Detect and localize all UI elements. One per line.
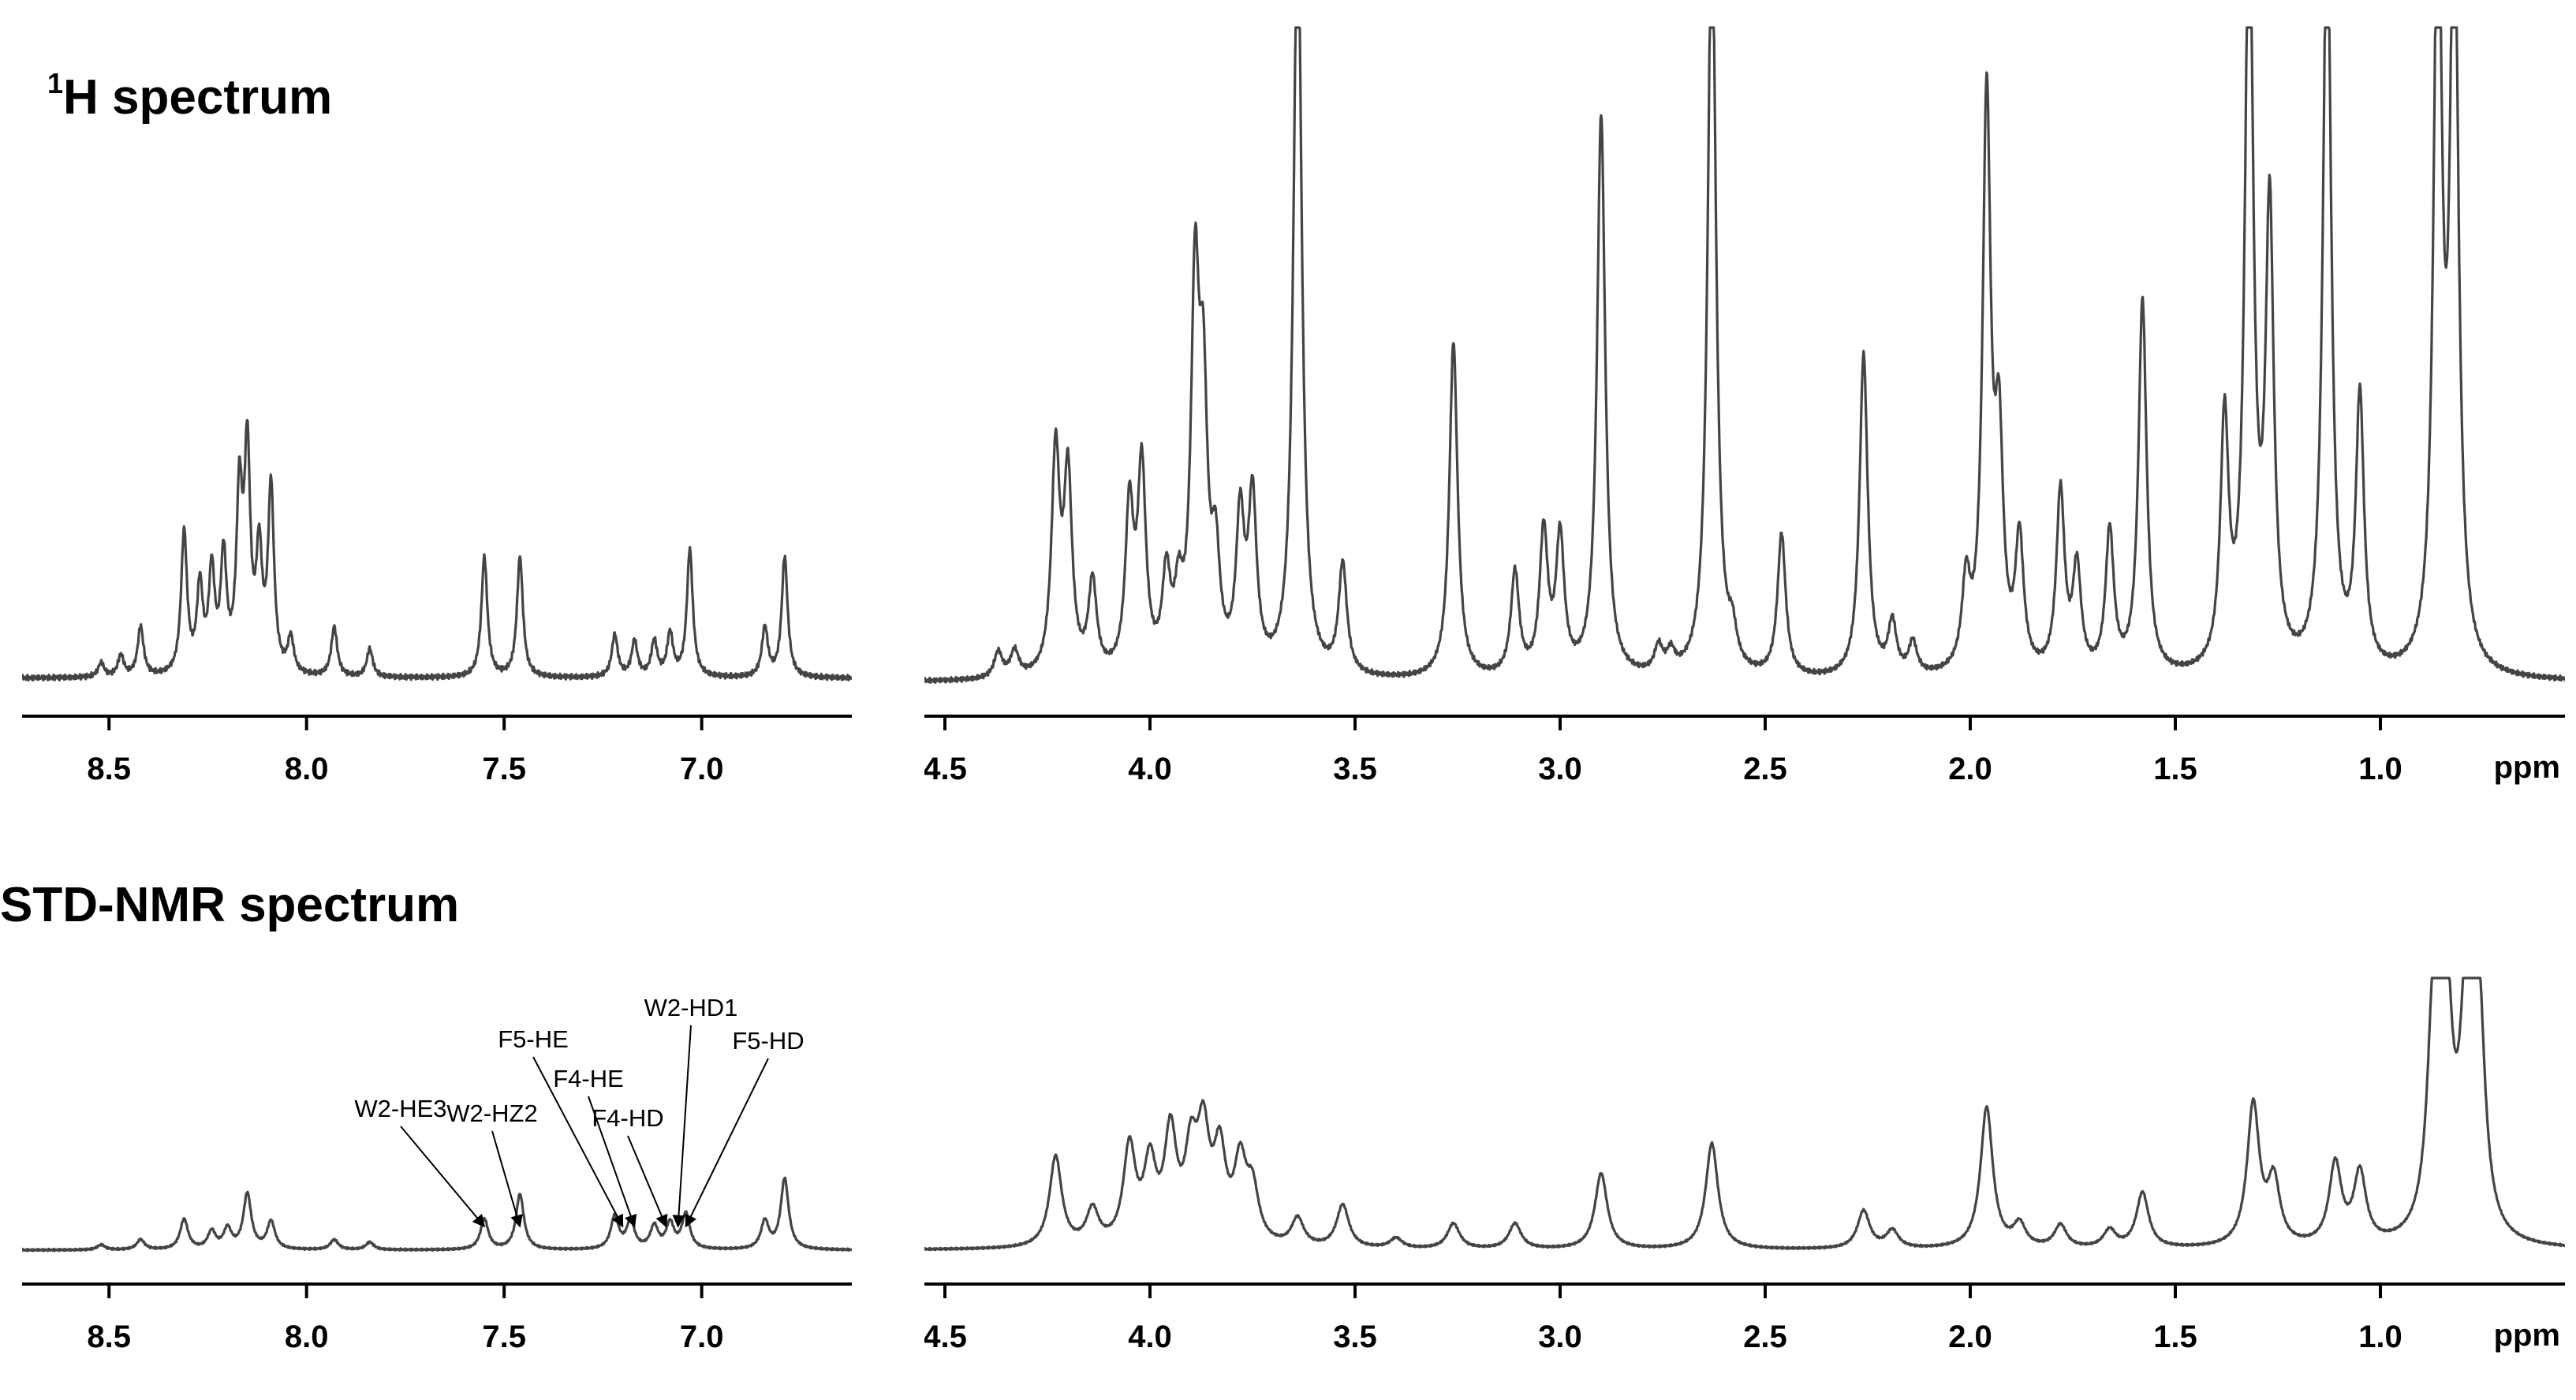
x-tick-label: 7.5: [482, 752, 526, 786]
x-tick-label: 8.5: [87, 1320, 131, 1354]
x-tick-label: 1.5: [2153, 1320, 2197, 1354]
axis-unit-label: ppm: [2494, 750, 2560, 785]
peak-annotation-label: F5-HE: [498, 1025, 569, 1053]
x-tick-label: 3.5: [1333, 1320, 1377, 1354]
x-tick-label: 8.5: [87, 752, 131, 786]
annotation-arrow: [400, 1126, 486, 1228]
x-tick-label: 3.0: [1538, 752, 1582, 786]
h1-aromatic-panel: 8.5 8.0 7.5 7.0: [22, 418, 852, 786]
axis-unit-label: ppm: [2494, 1318, 2560, 1353]
x-tick-label: 8.0: [285, 1320, 329, 1354]
h1-spectrum-title: 1H spectrum: [47, 67, 333, 125]
h1-title-superscript: 1: [47, 67, 64, 100]
h1-title-text: H spectrum: [63, 70, 333, 125]
x-tick-label: 1.0: [2358, 1320, 2402, 1354]
x-tick-label: 4.0: [1128, 1320, 1172, 1354]
peak-annotation-label: W2-HD1: [644, 994, 738, 1021]
peak-annotation-label: W2-HZ2: [446, 1099, 537, 1127]
annotation-arrow: [532, 1056, 624, 1228]
x-tick-label: 7.0: [680, 1320, 724, 1354]
annotation-arrow: [491, 1130, 523, 1228]
x-tick-label: 1.0: [2358, 752, 2402, 786]
x-tick-label: 2.0: [1948, 1320, 1992, 1354]
x-tick-label: 7.5: [482, 1320, 526, 1354]
peak-annotation-label: F5-HD: [732, 1027, 804, 1055]
spectrum-trace: [22, 1176, 852, 1253]
x-tick-label: 8.0: [285, 752, 329, 786]
spectrum-trace: [22, 418, 852, 682]
x-tick-label: 3.0: [1538, 1320, 1582, 1354]
annotation-arrow: [588, 1096, 637, 1228]
annotation-arrow: [627, 1135, 668, 1228]
x-tick-label: 2.0: [1948, 752, 1992, 786]
x-tick-label: 4.5: [924, 1320, 967, 1354]
x-tick-label: 3.5: [1333, 752, 1377, 786]
std-title-text: STD-NMR spectrum: [0, 878, 460, 932]
x-tick-label: 2.5: [1743, 1320, 1787, 1354]
x-tick-label: 1.5: [2153, 752, 2197, 786]
peak-annotation-label: F4-HE: [553, 1065, 624, 1092]
std-aromatic-panel: 8.5 8.0 7.5 7.0 W2-HE3 W2-HZ2 F5-HE F4-HE F4-HD W…: [22, 994, 852, 1354]
h1-aliphatic-panel: 4.5 4.0 3.5 3.0 2.5 2.0 1.5 1.0 ppm: [924, 26, 2565, 786]
x-tick-label: 7.0: [680, 752, 724, 786]
peak-annotation-label: W2-HE3: [354, 1095, 446, 1122]
std-aliphatic-panel: 4.5 4.0 3.5 3.0 2.5 2.0 1.5 1.0 ppm: [924, 976, 2565, 1354]
x-tick-label: 4.0: [1128, 752, 1172, 786]
spectrum-trace: [924, 26, 2565, 684]
std-spectrum-title: STD-NMR spectrum: [0, 877, 459, 933]
annotation-arrow: [685, 1058, 769, 1228]
x-tick-label: 4.5: [924, 752, 967, 786]
peak-annotation-label: F4-HD: [592, 1104, 663, 1132]
x-tick-label: 2.5: [1743, 752, 1787, 786]
spectrum-trace: [924, 976, 2565, 1252]
annotation-arrow: [672, 1025, 692, 1228]
